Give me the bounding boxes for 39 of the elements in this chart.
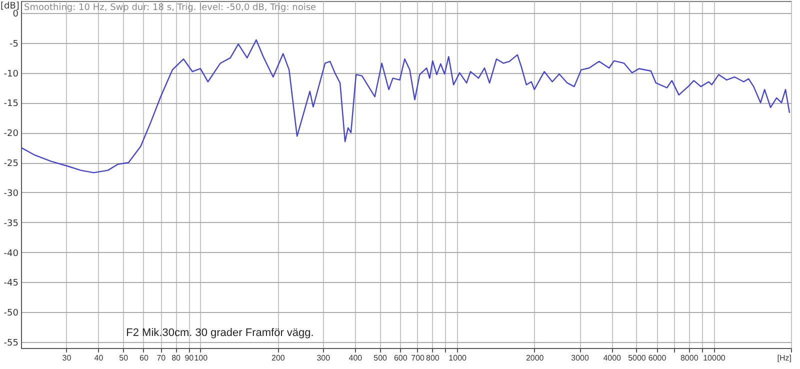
chart-subtitle: Smoothing: 10 Hz, Swp dur: 18 s, Trig. level: -50,0 dB, Trig: noise [24,3,317,13]
y-tick-label: -5 [10,39,18,50]
x-tick-label: 3000 [571,354,590,362]
y-tick-label: -45 [4,278,18,289]
x-tick-label: 40 [94,354,104,362]
y-tick-label: -50 [4,308,19,319]
x-tick-label: 70 [156,354,166,362]
x-tick-label: 500 [374,354,388,362]
y-tick-label: -55 [4,338,18,349]
y-tick-label: -30 [4,188,19,199]
x-tick-label: 700 [411,354,426,362]
x-tick-label: 80 [172,354,182,362]
x-tick-label: 50 [119,354,129,362]
x-tick-label: 90 [184,354,194,362]
y-tick-label: -20 [4,129,19,140]
y-tick-label: -15 [4,99,18,110]
x-tick-label: 400 [348,354,363,362]
x-tick-label: 100 [194,354,208,362]
x-tick-label: 300 [316,354,331,362]
x-tick-label: 200 [271,354,286,362]
x-tick-label: 60 [140,354,149,362]
x-tick-label: 5000 [628,354,646,362]
y-axis-title: [dB] [0,2,20,12]
annotation: F2 Mik.30cm. 30 grader Framför vägg. [126,327,314,339]
x-tick-label: 8000 [680,354,699,362]
y-tick-label: -40 [4,248,19,259]
x-tick-label: 1000 [448,354,468,362]
x-tick-label: 10000 [703,354,726,362]
y-tick-label: 0 [12,9,19,20]
y-tick-label: -35 [4,218,18,229]
x-tick-label: 800 [426,354,440,362]
y-tick-label: -25 [4,159,18,170]
x-tick-label: 6000 [648,354,667,362]
x-tick-label: 2000 [526,354,544,362]
x-tick-label: 600 [394,354,408,362]
x-tick-label: 30 [62,354,72,362]
x-tick-label: 4000 [603,354,622,362]
x-tick-label: [Hz] [777,354,792,362]
y-tick-label: -10 [4,69,19,80]
